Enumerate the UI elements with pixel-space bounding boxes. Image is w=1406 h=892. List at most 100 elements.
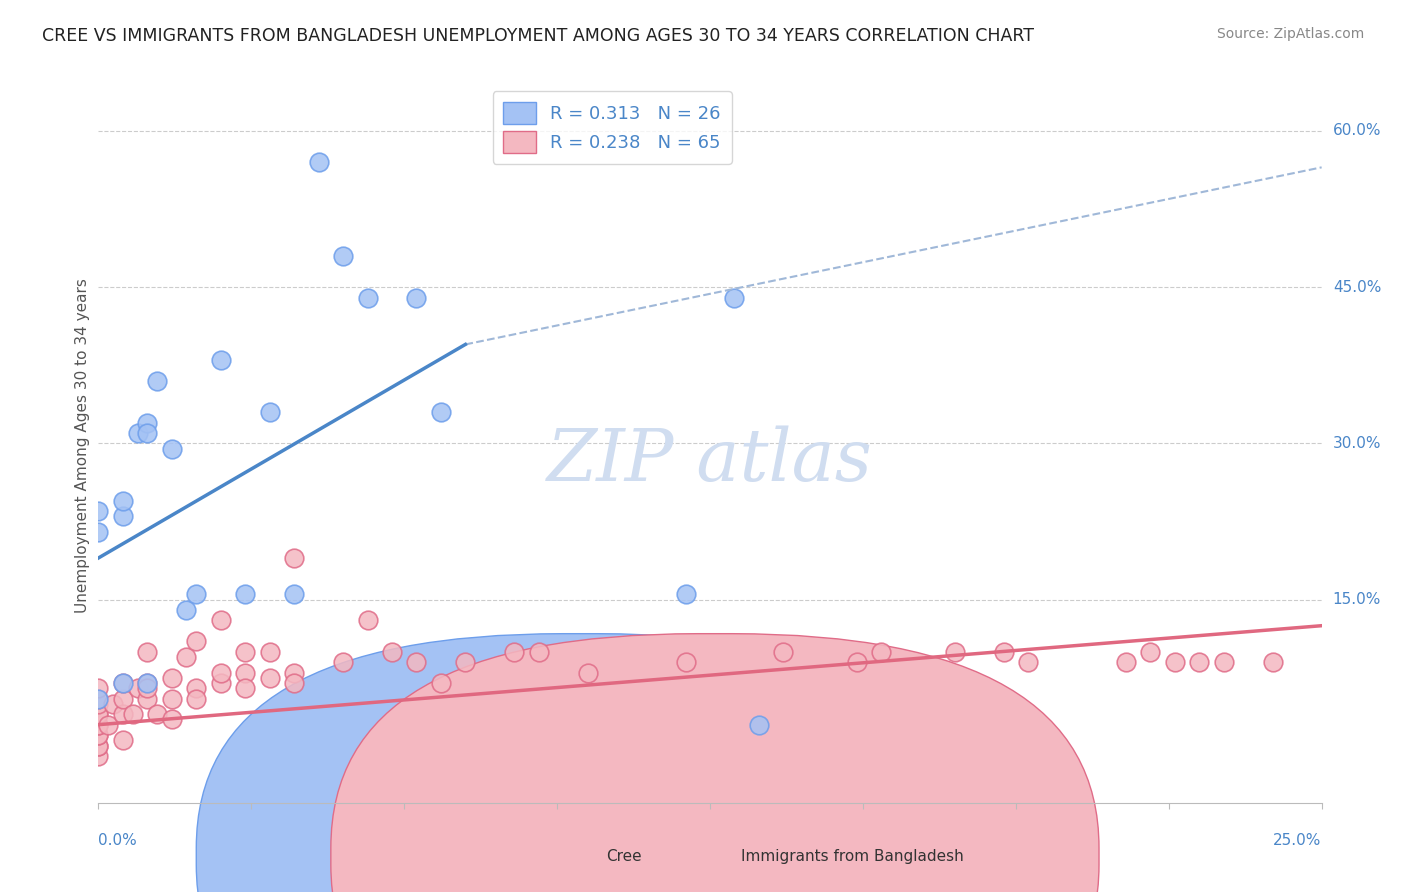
Point <box>772 645 794 659</box>
Point <box>356 291 378 305</box>
Point <box>576 665 599 680</box>
Point <box>87 748 110 763</box>
Point <box>723 291 745 305</box>
Point <box>283 587 305 601</box>
Point <box>430 405 453 419</box>
Point <box>111 691 134 706</box>
Point <box>675 587 697 601</box>
Point <box>160 442 183 456</box>
Text: 60.0%: 60.0% <box>1333 123 1381 138</box>
Text: 25.0%: 25.0% <box>1274 833 1322 848</box>
Point <box>845 655 868 669</box>
Text: 30.0%: 30.0% <box>1333 436 1381 450</box>
FancyBboxPatch shape <box>197 633 965 892</box>
Point <box>1139 645 1161 659</box>
Point <box>160 691 183 706</box>
Text: ZIP atlas: ZIP atlas <box>547 425 873 496</box>
Point <box>259 645 281 659</box>
Point <box>111 676 134 690</box>
Point <box>209 665 232 680</box>
Point <box>87 717 110 731</box>
Point <box>283 676 305 690</box>
Point <box>209 676 232 690</box>
Text: 0.0%: 0.0% <box>98 833 138 848</box>
Point <box>136 681 159 696</box>
Point <box>186 691 208 706</box>
Point <box>259 671 281 685</box>
Y-axis label: Unemployment Among Ages 30 to 34 years: Unemployment Among Ages 30 to 34 years <box>75 278 90 614</box>
Point <box>430 676 453 690</box>
Point <box>356 614 378 628</box>
FancyBboxPatch shape <box>330 633 1099 892</box>
Point <box>160 713 183 727</box>
Point <box>87 739 110 753</box>
Point <box>146 707 169 722</box>
Point <box>503 645 526 659</box>
Point <box>87 697 110 711</box>
Point <box>111 707 134 722</box>
Point <box>127 425 149 440</box>
Point <box>111 676 134 690</box>
Point <box>209 614 232 628</box>
Point <box>111 509 134 524</box>
Text: Immigrants from Bangladesh: Immigrants from Bangladesh <box>741 849 963 863</box>
Point <box>121 707 143 722</box>
Text: CREE VS IMMIGRANTS FROM BANGLADESH UNEMPLOYMENT AMONG AGES 30 TO 34 YEARS CORREL: CREE VS IMMIGRANTS FROM BANGLADESH UNEMP… <box>42 27 1035 45</box>
Point <box>1115 655 1137 669</box>
Point <box>97 717 120 731</box>
Point <box>283 665 305 680</box>
Point <box>136 676 159 690</box>
Point <box>87 707 110 722</box>
Point <box>1164 655 1187 669</box>
Point <box>1017 655 1039 669</box>
Point <box>943 645 966 659</box>
Point <box>186 587 208 601</box>
Point <box>87 524 110 539</box>
Point <box>186 634 208 648</box>
Point <box>136 416 159 430</box>
Point <box>283 551 305 566</box>
Point <box>308 155 330 169</box>
Point <box>233 681 256 696</box>
Text: 45.0%: 45.0% <box>1333 279 1381 294</box>
Point <box>233 665 256 680</box>
Point <box>87 717 110 731</box>
Point <box>111 493 134 508</box>
Point <box>111 733 134 747</box>
Point <box>136 645 159 659</box>
Point <box>1212 655 1234 669</box>
Point <box>1188 655 1211 669</box>
Point <box>87 691 110 706</box>
Point <box>87 504 110 518</box>
Legend: R = 0.313   N = 26, R = 0.238   N = 65: R = 0.313 N = 26, R = 0.238 N = 65 <box>492 91 731 164</box>
Point <box>136 425 159 440</box>
Text: Source: ZipAtlas.com: Source: ZipAtlas.com <box>1216 27 1364 41</box>
Point <box>993 645 1015 659</box>
Point <box>675 655 697 669</box>
Point <box>454 655 477 669</box>
Point <box>87 691 110 706</box>
Text: 15.0%: 15.0% <box>1333 592 1381 607</box>
Point <box>186 681 208 696</box>
Point <box>136 676 159 690</box>
Point <box>748 717 770 731</box>
Point <box>259 405 281 419</box>
Point <box>381 645 404 659</box>
Point <box>405 291 427 305</box>
Point <box>527 645 550 659</box>
Point <box>136 691 159 706</box>
Point <box>209 353 232 368</box>
Point <box>405 655 427 669</box>
Point <box>870 645 893 659</box>
Point <box>87 681 110 696</box>
Point <box>176 603 198 617</box>
Point <box>87 707 110 722</box>
Point <box>332 655 354 669</box>
Point <box>87 739 110 753</box>
Point <box>233 587 256 601</box>
Point <box>87 728 110 742</box>
Point <box>146 374 169 388</box>
Point <box>233 645 256 659</box>
Point <box>101 697 124 711</box>
Point <box>127 681 149 696</box>
